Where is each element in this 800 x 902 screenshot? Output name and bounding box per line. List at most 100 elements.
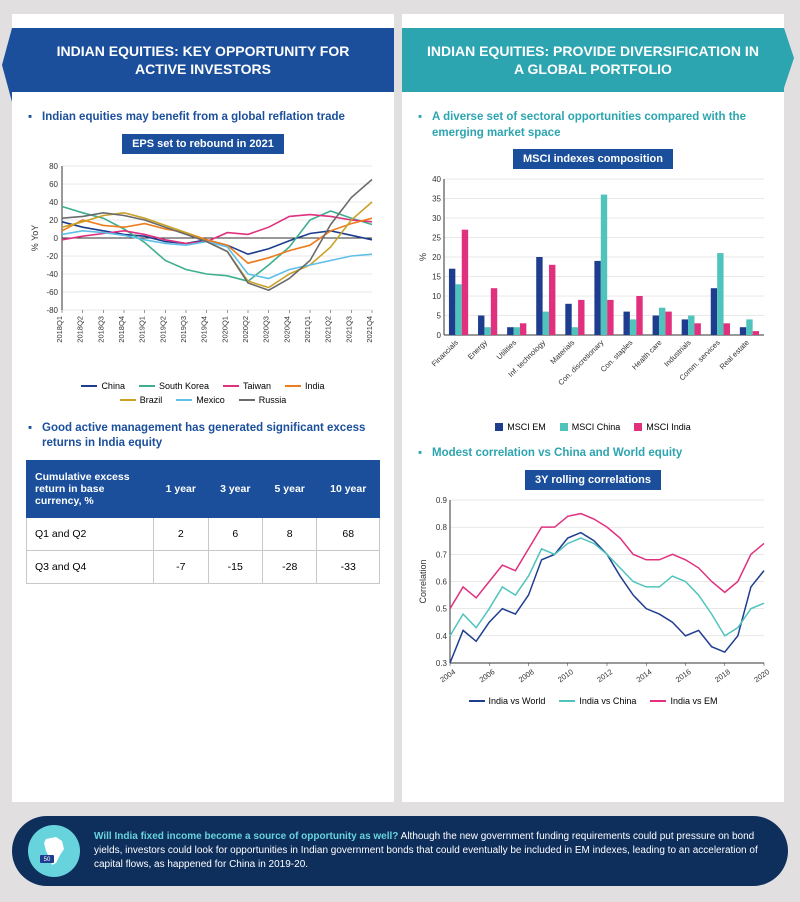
svg-text:2019Q4: 2019Q4 xyxy=(200,316,209,343)
svg-text:2010: 2010 xyxy=(556,667,575,684)
svg-text:10: 10 xyxy=(432,292,441,301)
svg-text:2012: 2012 xyxy=(595,667,614,684)
right-bullet-2: Modest correlation vs China and World eq… xyxy=(416,446,770,462)
page-container: INDIAN EQUITIES: KEY OPPORTUNITY FOR ACT… xyxy=(0,0,800,802)
svg-text:-80: -80 xyxy=(46,306,58,315)
left-banner: INDIAN EQUITIES: KEY OPPORTUNITY FOR ACT… xyxy=(12,28,394,92)
svg-text:2020Q1: 2020Q1 xyxy=(220,316,229,343)
svg-text:2018Q3: 2018Q3 xyxy=(96,316,105,343)
table-header: 5 year xyxy=(262,460,316,517)
svg-text:2021Q1: 2021Q1 xyxy=(303,316,312,343)
bar-chart-title: MSCI indexes composition xyxy=(513,149,673,169)
legend-item: Russia xyxy=(239,395,287,405)
svg-text:25: 25 xyxy=(432,234,441,243)
svg-text:35: 35 xyxy=(432,195,441,204)
bar-legend: MSCI EM MSCI China MSCI India xyxy=(416,422,770,432)
table-row: Q1 and Q226868 xyxy=(27,517,380,550)
svg-text:2014: 2014 xyxy=(635,667,654,684)
legend-item: South Korea xyxy=(139,381,209,391)
footer-text: Will India fixed income become a source … xyxy=(94,831,758,870)
table-header: 1 year xyxy=(154,460,208,517)
table-cell: 6 xyxy=(208,517,262,550)
legend-item: India vs EM xyxy=(650,696,717,706)
svg-text:40: 40 xyxy=(49,198,58,207)
svg-text:0.5: 0.5 xyxy=(436,605,448,614)
svg-text:2021Q2: 2021Q2 xyxy=(324,316,333,343)
svg-text:2018Q1: 2018Q1 xyxy=(55,316,64,343)
svg-text:15: 15 xyxy=(432,273,441,282)
svg-text:0.3: 0.3 xyxy=(436,659,448,668)
svg-text:20: 20 xyxy=(432,253,441,262)
svg-text:2021Q3: 2021Q3 xyxy=(344,316,353,343)
svg-text:-40: -40 xyxy=(46,270,58,279)
table-cell: Q3 and Q4 xyxy=(27,550,154,583)
svg-text:20: 20 xyxy=(49,216,58,225)
svg-text:-60: -60 xyxy=(46,288,58,297)
india-map-icon: 50 xyxy=(28,825,80,877)
eps-line-chart: -80-60-40-200204060802018Q12018Q22018Q32… xyxy=(26,160,380,370)
correlation-chart: 0.30.40.50.60.70.80.9Correlation20042006… xyxy=(416,496,770,691)
svg-text:2019Q2: 2019Q2 xyxy=(158,316,167,343)
svg-text:0.7: 0.7 xyxy=(436,550,448,559)
table-cell: 68 xyxy=(317,517,380,550)
left-column: INDIAN EQUITIES: KEY OPPORTUNITY FOR ACT… xyxy=(12,14,394,802)
msci-bar-chart: 0510152025303540%FinancialsEnergyUtiliti… xyxy=(416,175,770,415)
svg-text:0.9: 0.9 xyxy=(436,496,448,505)
legend-item: China xyxy=(81,381,125,391)
svg-text:80: 80 xyxy=(49,162,58,171)
svg-text:2018: 2018 xyxy=(713,667,732,684)
table-header: Cumulative excess return in base currenc… xyxy=(27,460,154,517)
right-bullet-1: A diverse set of sectoral opportunities … xyxy=(416,110,770,141)
legend-item: Mexico xyxy=(176,395,225,405)
svg-text:30: 30 xyxy=(432,214,441,223)
legend-item: MSCI EM xyxy=(495,422,546,432)
corr-chart-title-wrap: 3Y rolling correlations xyxy=(416,470,770,496)
svg-text:2018Q2: 2018Q2 xyxy=(76,316,85,343)
eps-legend: China South Korea Taiwan India Brazil Mexico R… xyxy=(73,381,333,405)
corr-chart-title: 3Y rolling correlations xyxy=(525,470,661,490)
legend-item: India xyxy=(285,381,325,391)
legend-item: MSCI China xyxy=(560,422,621,432)
svg-text:2020Q3: 2020Q3 xyxy=(262,316,271,343)
table-cell: -15 xyxy=(208,550,262,583)
svg-text:2016: 2016 xyxy=(674,667,693,684)
legend-item: India vs World xyxy=(469,696,546,706)
svg-text:2006: 2006 xyxy=(478,667,497,684)
svg-text:Materials: Materials xyxy=(548,338,576,366)
corr-legend: India vs WorldIndia vs ChinaIndia vs EM xyxy=(416,696,770,706)
table-cell: -33 xyxy=(317,550,380,583)
svg-text:2004: 2004 xyxy=(438,667,457,684)
svg-text:Utilities: Utilities xyxy=(495,338,519,362)
svg-text:Financials: Financials xyxy=(430,338,460,368)
svg-text:2008: 2008 xyxy=(517,667,536,684)
table-header: 10 year xyxy=(317,460,380,517)
svg-text:5: 5 xyxy=(437,312,442,321)
svg-text:0.4: 0.4 xyxy=(436,632,448,641)
returns-table: Cumulative excess return in base currenc… xyxy=(26,460,380,584)
svg-text:50: 50 xyxy=(44,857,51,863)
svg-text:Real estate: Real estate xyxy=(718,338,751,371)
footer-callout: 50 Will India fixed income become a sour… xyxy=(12,816,788,886)
svg-text:0: 0 xyxy=(437,331,442,340)
svg-text:2021Q4: 2021Q4 xyxy=(365,316,374,343)
svg-text:2020: 2020 xyxy=(752,667,770,684)
svg-text:Correlation: Correlation xyxy=(418,559,428,603)
svg-text:0.6: 0.6 xyxy=(436,577,448,586)
svg-text:Health care: Health care xyxy=(630,338,663,371)
svg-text:0: 0 xyxy=(54,234,59,243)
svg-text:2018Q4: 2018Q4 xyxy=(117,316,126,343)
table-header: 3 year xyxy=(208,460,262,517)
right-column: INDIAN EQUITIES: PROVIDE DIVERSIFICATION… xyxy=(402,14,784,802)
table-cell: -7 xyxy=(154,550,208,583)
chart1-title-wrap: EPS set to rebound in 2021 xyxy=(26,134,380,160)
right-banner: INDIAN EQUITIES: PROVIDE DIVERSIFICATION… xyxy=(402,28,784,92)
svg-text:-20: -20 xyxy=(46,252,58,261)
svg-text:2019Q1: 2019Q1 xyxy=(138,316,147,343)
legend-item: Brazil xyxy=(120,395,163,405)
left-bullet-2: Good active management has generated sig… xyxy=(26,421,380,452)
legend-item: Taiwan xyxy=(223,381,271,391)
svg-text:40: 40 xyxy=(432,175,441,184)
legend-item: MSCI India xyxy=(634,422,691,432)
svg-text:2020Q4: 2020Q4 xyxy=(282,316,291,343)
table-cell: Q1 and Q2 xyxy=(27,517,154,550)
